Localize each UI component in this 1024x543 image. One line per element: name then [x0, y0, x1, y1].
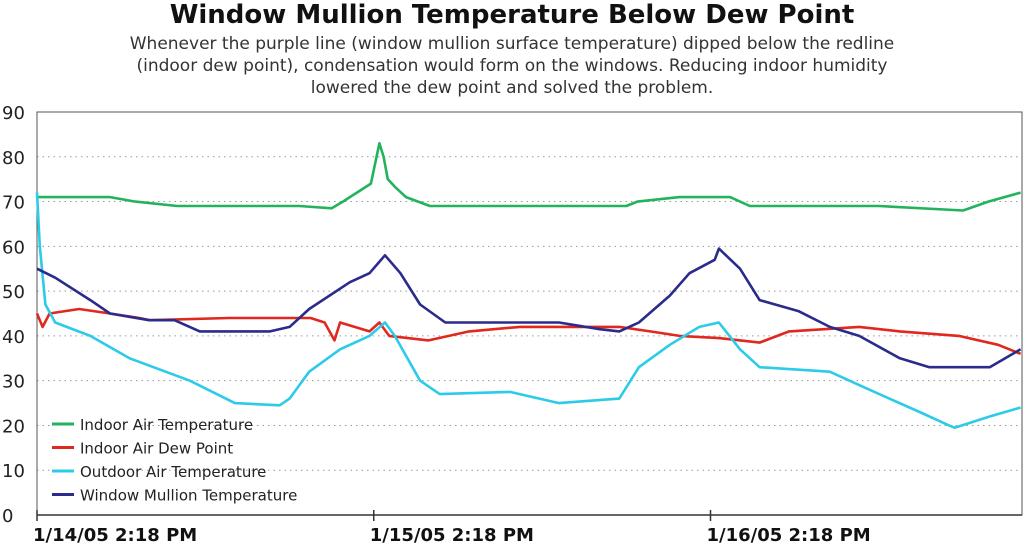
x-tick-label: 1/16/05 2:18 PM	[707, 525, 871, 543]
y-tick-label: 80	[2, 148, 25, 169]
y-tick-label: 40	[2, 327, 25, 348]
legend-bg	[52, 465, 134, 479]
series-line-indoor-air-dew-point	[35, 307, 1022, 356]
series-line-window-mullion-temperature	[36, 247, 1022, 369]
chart-subtitle: Whenever the purple line (window mullion…	[129, 34, 895, 98]
legend-label: Indoor Air Dew Point	[80, 440, 233, 458]
legend-label: Indoor Air Temperature	[80, 416, 253, 434]
series-line-indoor-air-temperature	[37, 142, 1021, 212]
legend-bg	[52, 441, 134, 456]
y-tick-label: 60	[2, 237, 25, 258]
x-tick-label: 1/14/05 2:18 PM	[33, 525, 197, 543]
y-tick-label: 10	[2, 461, 25, 482]
legend-bg	[52, 488, 134, 503]
y-tick-label: 20	[2, 416, 25, 437]
chart-title: Window Mullion Temperature Below Dew Poi…	[169, 0, 855, 30]
series-line-outdoor-air-temperature	[35, 192, 1021, 430]
legend-label: Window Mullion Temperature	[80, 487, 297, 505]
legend-bg	[52, 418, 134, 432]
y-tick-label: 70	[2, 193, 25, 214]
y-tick-label: 90	[2, 103, 25, 124]
legend-label: Outdoor Air Temperature	[80, 463, 266, 481]
x-tick-label: 1/15/05 2:18 PM	[370, 525, 534, 543]
y-tick-label: 30	[2, 372, 25, 393]
y-tick-label: 50	[2, 282, 25, 303]
y-tick-label: 0	[2, 506, 13, 527]
